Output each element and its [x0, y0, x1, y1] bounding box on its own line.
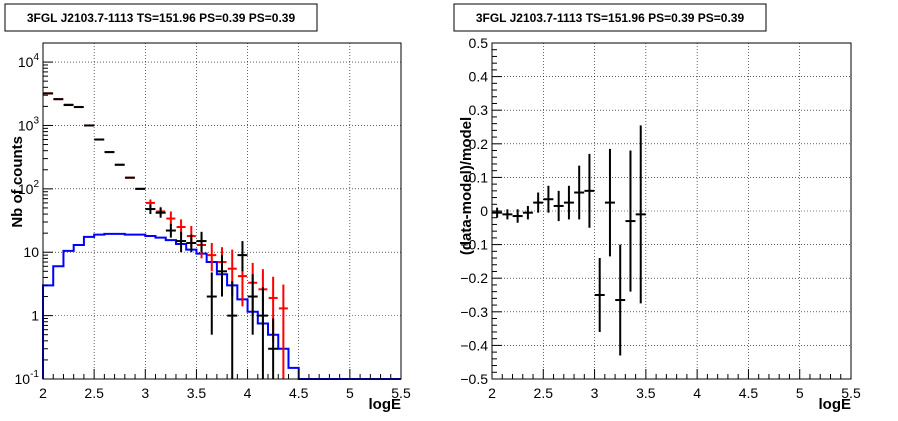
residuals-x-label: logE	[819, 396, 852, 413]
x-tick-label: 5.5	[841, 385, 861, 401]
counts-grid	[43, 43, 401, 379]
y-tick-label: 103	[18, 115, 40, 133]
x-tick-label: 2.5	[84, 385, 104, 401]
x-tick-label: 4	[244, 385, 252, 401]
counts-x-label: logE	[369, 396, 402, 413]
residual-points-series	[492, 125, 646, 356]
x-tick-label: 2	[488, 385, 496, 401]
y-tick-label: 0.5	[469, 35, 489, 51]
x-tick-label: 3.5	[636, 385, 656, 401]
y-tick-label: 0.3	[469, 102, 489, 118]
counts-title-box	[4, 3, 318, 32]
x-tick-label: 5	[346, 385, 354, 401]
y-tick-label: −0.1	[460, 237, 488, 253]
y-tick-label: 10-1	[15, 369, 40, 387]
x-tick-label: 3	[591, 385, 599, 401]
residuals-panel: 2 2.5 3 3.5 4 4.5 5 5.5 0.5 0.4 0.3 0.2 0.1 0 −0.1 −0.…	[453, 3, 861, 413]
residuals-y-axis: 0.5 0.4 0.3 0.2 0.1 0 −0.1 −0.2 −0.3 −0.4 −0.5	[460, 35, 502, 387]
residuals-grid	[492, 43, 851, 379]
y-tick-label: −0.4	[460, 337, 488, 353]
counts-frame	[42, 42, 402, 380]
x-tick-label: 2	[39, 385, 47, 401]
y-tick-label: −0.5	[460, 371, 488, 387]
x-tick-label: 3	[141, 385, 149, 401]
residuals-x-axis: 2 2.5 3 3.5 4 4.5 5 5.5	[488, 369, 861, 401]
x-tick-label: 5.5	[391, 385, 411, 401]
residuals-frame	[491, 42, 852, 380]
residuals-title: 3FGL J2103.7-1113 TS=151.96 PS=0.39 PS=0…	[476, 11, 745, 25]
x-tick-label: 3.5	[187, 385, 207, 401]
x-tick-label: 2.5	[534, 385, 554, 401]
x-tick-label: 5	[796, 385, 804, 401]
x-tick-label: 4.5	[739, 385, 759, 401]
x-tick-label: 4.5	[289, 385, 309, 401]
y-tick-label: −0.2	[460, 270, 488, 286]
residuals-title-box	[453, 3, 767, 32]
y-tick-label: 0.1	[469, 169, 489, 185]
residuals-y-label: (data-model)/model	[458, 117, 475, 255]
y-tick-label: 0.2	[469, 136, 489, 152]
y-tick-label: 10	[23, 244, 39, 260]
y-tick-label: 104	[18, 52, 40, 70]
y-tick-label: −0.3	[460, 304, 488, 320]
y-tick-label: 1	[31, 308, 39, 324]
counts-title: 3FGL J2103.7-1113 TS=151.96 PS=0.39 PS=0…	[27, 11, 296, 25]
model-points-series	[43, 92, 288, 379]
x-tick-label: 4	[693, 385, 701, 401]
y-tick-label: 0	[480, 203, 488, 219]
data-points-series	[43, 92, 279, 379]
counts-y-label: Nb of counts	[9, 136, 26, 228]
y-tick-label: 0.4	[469, 69, 489, 85]
counts-x-axis: 2 2.5 3 3.5 4 4.5 5 5.5	[39, 369, 411, 401]
